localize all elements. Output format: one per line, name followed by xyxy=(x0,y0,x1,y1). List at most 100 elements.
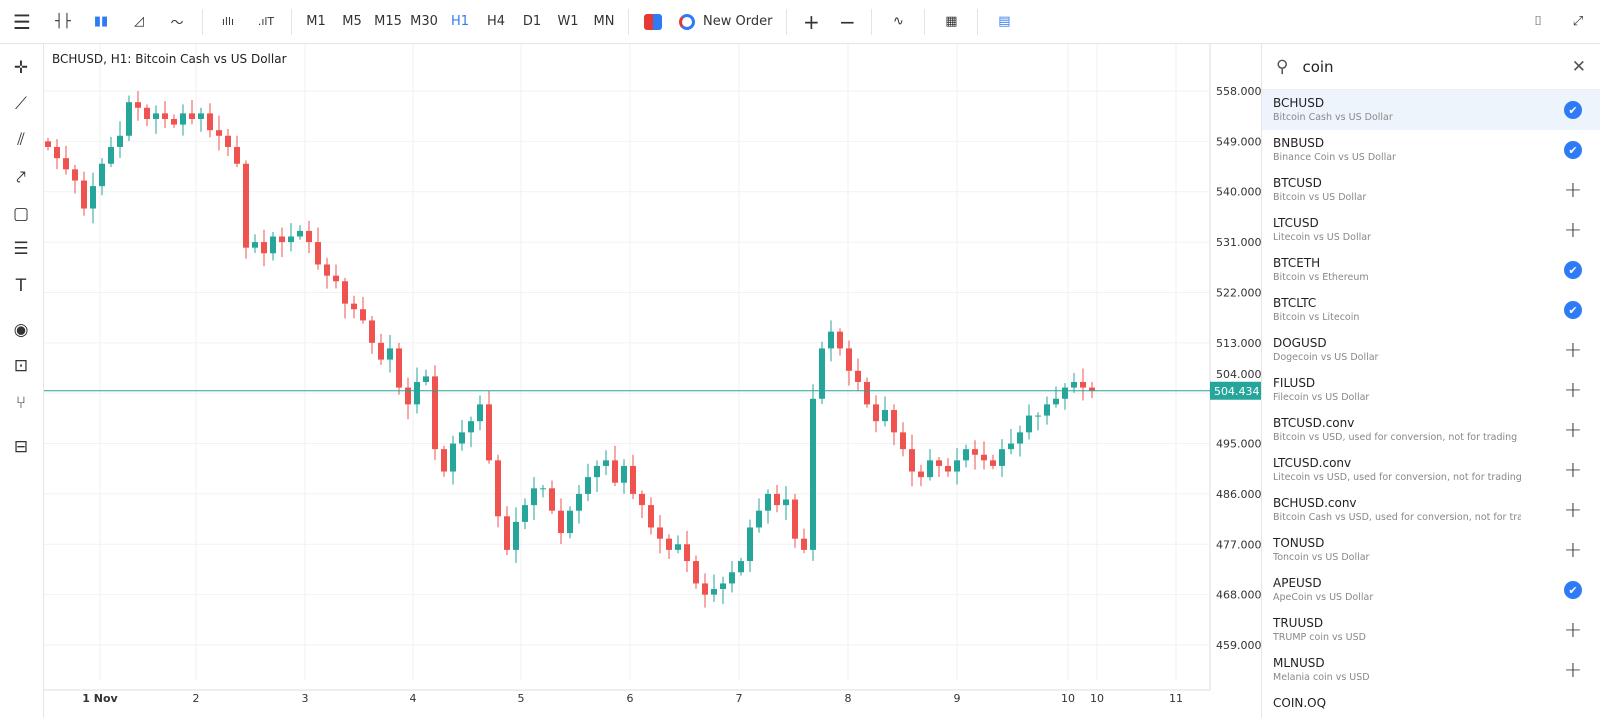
timeframe-m5[interactable]: M5 xyxy=(342,14,362,29)
candle xyxy=(531,477,537,520)
candle xyxy=(990,454,996,470)
current-price-badge xyxy=(1210,381,1262,400)
symbol-item[interactable]: TRUUSD TRUMP coin vs USD + xyxy=(1262,610,1600,650)
add-symbol-icon[interactable]: + xyxy=(1563,617,1583,643)
add-symbol-icon[interactable]: + xyxy=(1563,417,1583,443)
symbol-item[interactable]: BTCUSD Bitcoin vs US Dollar + xyxy=(1262,170,1600,210)
symbol-item[interactable]: DOGUSD Dogecoin vs US Dollar + xyxy=(1262,330,1600,370)
area-chart-icon[interactable]: ◿ xyxy=(134,14,144,29)
fibonacci-icon[interactable]: ☰ xyxy=(13,239,29,259)
symbol-item[interactable]: MLNUSD Melania coin vs USD + xyxy=(1262,650,1600,690)
candle xyxy=(711,574,717,602)
symbol-item[interactable]: APEUSD ApeCoin vs US Dollar ✔ xyxy=(1262,570,1600,610)
fullscreen-icon[interactable]: ⤢ xyxy=(1572,14,1584,29)
symbol-name: LTCUSD xyxy=(1273,216,1319,230)
add-symbol-icon[interactable]: + xyxy=(1563,337,1583,363)
symbol-description: Bitcoin Cash vs USD, used for conversion… xyxy=(1273,512,1521,523)
symbols-list-icon[interactable]: ▤ xyxy=(998,14,1011,29)
candlestick-icon[interactable]: ▮▮ xyxy=(93,14,109,29)
add-symbol-icon[interactable]: + xyxy=(1563,177,1583,203)
x-tick-label: 8 xyxy=(845,692,852,705)
x-tick-label: 10 xyxy=(1090,692,1104,705)
delete-drawings-icon[interactable]: ⊟ xyxy=(13,437,29,457)
indicators-icon[interactable]: ∿ xyxy=(892,14,904,29)
volume-icon[interactable]: ıllı xyxy=(221,15,235,28)
menu-icon[interactable]: ☰ xyxy=(13,9,31,34)
candle xyxy=(954,448,960,485)
zoom-in-icon[interactable]: + xyxy=(803,9,820,34)
symbol-item[interactable]: BCHUSD.conv Bitcoin Cash vs USD, used for… xyxy=(1262,490,1600,530)
search-input[interactable] xyxy=(1302,57,1572,76)
close-icon[interactable]: ✕ xyxy=(1571,56,1586,77)
timeframe-w1[interactable]: W1 xyxy=(557,14,579,29)
timeframe-d1[interactable]: D1 xyxy=(522,14,542,29)
added-check-icon[interactable]: ✔ xyxy=(1564,101,1582,119)
polyline-icon[interactable]: ⤤ xyxy=(16,168,26,188)
y-tick-label: 459.000 xyxy=(1216,639,1262,652)
candle xyxy=(891,404,897,446)
candle xyxy=(720,576,726,604)
timeframe-m15[interactable]: M15 xyxy=(374,14,402,29)
symbol-item[interactable]: BTCLTC Bitcoin vs Litecoin ✔ xyxy=(1262,290,1600,330)
trend-line-icon[interactable]: ⟋ xyxy=(15,94,27,114)
added-check-icon[interactable]: ✔ xyxy=(1564,261,1582,279)
added-check-icon[interactable]: ✔ xyxy=(1564,581,1582,599)
eye-icon[interactable]: ◉ xyxy=(13,320,29,340)
add-symbol-icon[interactable]: + xyxy=(1563,657,1583,683)
timeframe-h4[interactable]: H4 xyxy=(486,14,506,29)
x-tick-label: 11 xyxy=(1169,692,1183,705)
crosshair-icon[interactable]: ✛ xyxy=(13,58,29,78)
calendar-icon[interactable]: ▦ xyxy=(945,14,958,29)
candle xyxy=(396,342,402,395)
symbol-item[interactable]: TONUSD Toncoin vs US Dollar + xyxy=(1262,530,1600,570)
added-check-icon[interactable]: ✔ xyxy=(1564,141,1582,159)
line-chart-icon[interactable]: 〜 xyxy=(170,16,184,31)
candle xyxy=(126,95,132,142)
add-symbol-icon[interactable]: + xyxy=(1563,497,1583,523)
symbol-item[interactable]: LTCUSD Litecoin vs US Dollar + xyxy=(1262,210,1600,250)
add-symbol-icon[interactable]: + xyxy=(1563,377,1583,403)
tick-volume-icon[interactable]: .ılΤ xyxy=(257,15,275,28)
candle xyxy=(630,454,636,500)
timeframe-mn[interactable]: MN xyxy=(593,14,615,29)
added-check-icon[interactable]: ✔ xyxy=(1564,301,1582,319)
channel-icon[interactable]: ⫽ xyxy=(17,130,25,150)
lock-icon[interactable]: ⊡ xyxy=(13,356,29,376)
add-symbol-icon[interactable]: + xyxy=(1563,537,1583,563)
add-symbol-icon[interactable]: + xyxy=(1563,217,1583,243)
symbol-item[interactable]: FILUSD Filecoin vs US Dollar + xyxy=(1262,370,1600,410)
x-tick-label: 3 xyxy=(302,692,309,705)
symbol-item[interactable]: BCHUSD Bitcoin Cash vs US Dollar ✔ xyxy=(1262,90,1600,130)
timeframe-h1[interactable]: H1 xyxy=(450,14,470,29)
zoom-out-icon[interactable]: − xyxy=(839,9,856,34)
symbol-item[interactable]: LTCUSD.conv Litecoin vs USD, used for con… xyxy=(1262,450,1600,490)
candle xyxy=(279,227,285,257)
symbol-description: Bitcoin vs Ethereum xyxy=(1273,272,1369,283)
objects-tree-icon[interactable]: ⑂ xyxy=(15,393,27,413)
add-symbol-icon[interactable]: + xyxy=(1563,457,1583,483)
candle xyxy=(783,486,789,520)
symbol-name: BCHUSD xyxy=(1273,96,1325,110)
candle xyxy=(576,484,582,524)
candle xyxy=(747,519,753,573)
screenshot-icon[interactable]: ⌷ xyxy=(1534,14,1542,29)
symbol-item[interactable]: BNBUSD Binance Coin vs US Dollar ✔ xyxy=(1262,130,1600,170)
symbol-name: FILUSD xyxy=(1273,376,1316,390)
symbol-description: Melania coin vs USD xyxy=(1273,672,1370,683)
text-icon[interactable]: T xyxy=(15,276,27,296)
candle xyxy=(1080,368,1086,401)
new-order-button[interactable]: New Order xyxy=(671,0,780,44)
candle xyxy=(1026,404,1032,440)
symbol-item[interactable]: COIN.OQ xyxy=(1262,690,1600,718)
drawing-toolbar: ✛ ⟋ ⫽ ⤤ ▢ ☰ T ◉ ⊡ ⑂ ⊟ xyxy=(0,44,44,718)
candle xyxy=(864,377,870,408)
price-chart[interactable]: 558.000 549.000 540.000 531.000 522.000 513.0… xyxy=(44,44,1262,718)
timeframe-m1[interactable]: M1 xyxy=(306,14,326,29)
timeframe-m30[interactable]: M30 xyxy=(410,14,438,29)
candle xyxy=(999,439,1005,477)
symbol-item[interactable]: BTCETH Bitcoin vs Ethereum ✔ xyxy=(1262,250,1600,290)
one-click-trading-icon[interactable] xyxy=(635,0,671,44)
symbol-item[interactable]: BTCUSD.conv Bitcoin vs USD, used for conv… xyxy=(1262,410,1600,450)
bar-chart-icon[interactable]: ┤├ xyxy=(55,14,71,29)
shapes-icon[interactable]: ▢ xyxy=(12,204,30,224)
